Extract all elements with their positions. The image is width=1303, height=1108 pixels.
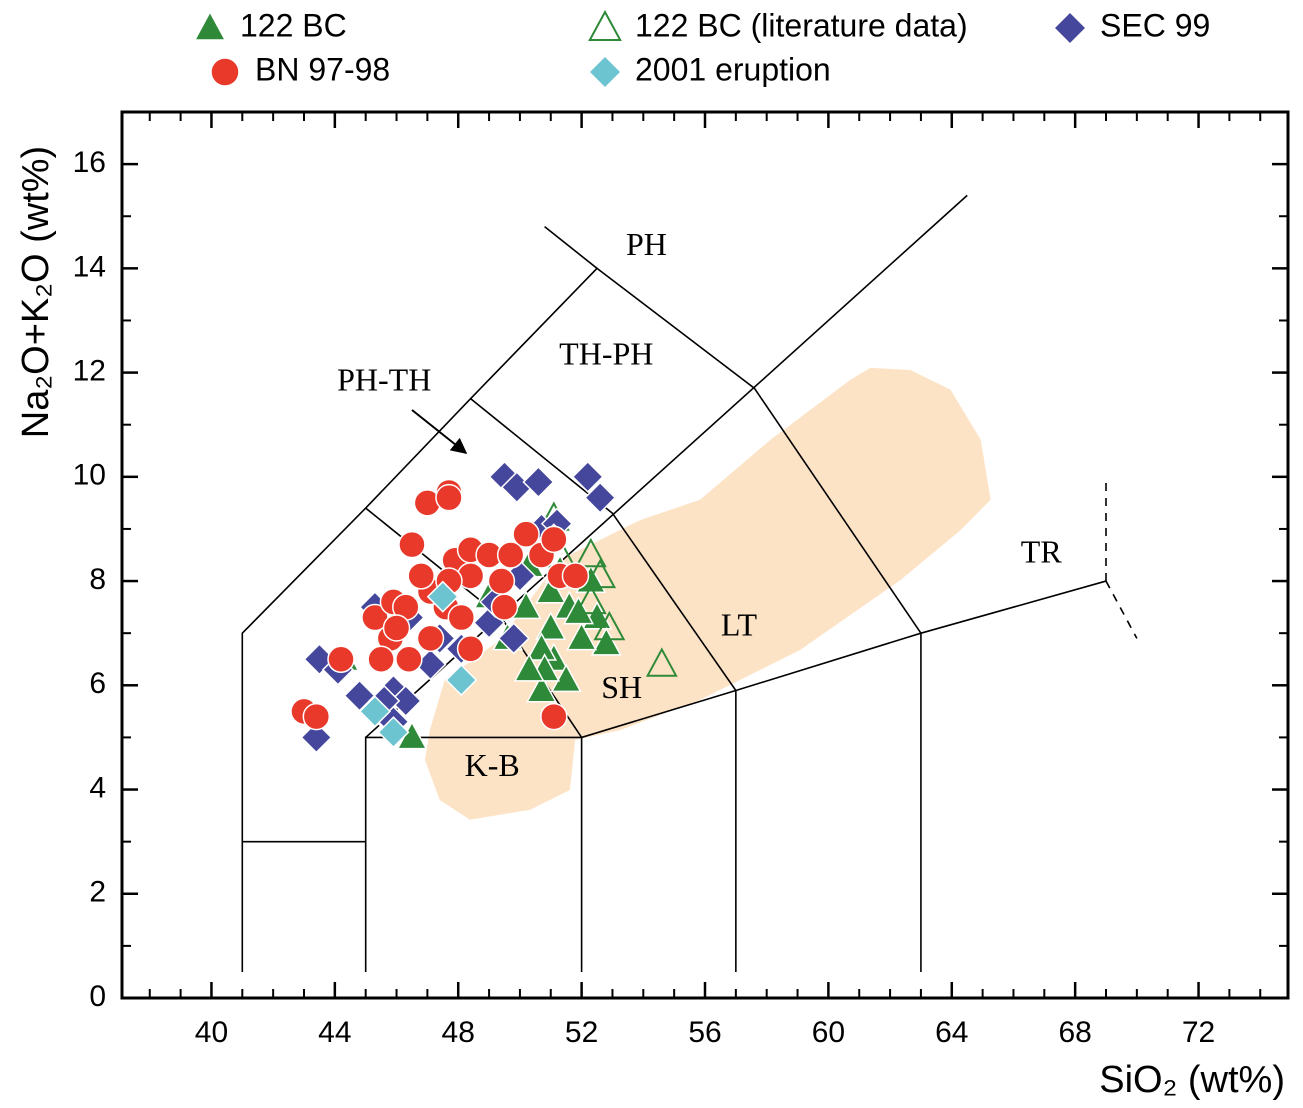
field-boundary [364, 580, 1107, 972]
point [367, 645, 395, 673]
region-layer [424, 367, 991, 820]
field-boundary [1105, 580, 1138, 639]
y-tick-label: 6 [89, 667, 106, 700]
legend-marker [588, 9, 622, 41]
x-tick-label: 72 [1182, 1016, 1215, 1049]
point [327, 645, 355, 673]
field-label: PH [626, 226, 667, 262]
point [513, 653, 545, 682]
point [488, 460, 521, 493]
x-tick-label: 60 [812, 1016, 845, 1049]
y-tick-label: 16 [73, 146, 106, 179]
point [645, 647, 678, 677]
point [395, 645, 423, 673]
field-label: SH [601, 669, 642, 705]
point [540, 525, 568, 554]
legend-label: BN 97-98 [255, 51, 390, 87]
point [445, 664, 478, 697]
legend-label: SEC 99 [1100, 7, 1210, 43]
x-axis-title: SiO₂ (wt%) [1099, 1059, 1285, 1101]
point [456, 635, 485, 663]
field-label: TH-PH [559, 335, 653, 371]
legend-marker [587, 54, 623, 90]
legend-marker [210, 57, 240, 87]
point [382, 614, 411, 642]
y-tick-label: 10 [73, 459, 106, 492]
point [487, 567, 516, 595]
legend-label: 122 BC (literature data) [635, 7, 968, 43]
point [389, 684, 422, 717]
point [571, 460, 604, 493]
y-tick-label: 0 [89, 980, 106, 1013]
point [584, 481, 617, 514]
point [358, 695, 392, 728]
point [416, 624, 445, 653]
x-tick-label: 48 [442, 1016, 475, 1049]
field-boundary [470, 398, 737, 691]
y-tick-label: 8 [89, 563, 106, 596]
point [566, 621, 598, 651]
y-tick-label: 14 [73, 250, 106, 283]
field-label: PH-TH [337, 361, 431, 397]
point [593, 610, 626, 641]
y-tick-label: 2 [89, 876, 106, 909]
field-boundary [241, 226, 599, 972]
point [535, 611, 567, 640]
legend-marker [193, 10, 227, 41]
y-axis-title: Na₂O+K₂O (wt%) [15, 146, 57, 438]
point [490, 593, 519, 621]
x-tick-label: 44 [318, 1016, 351, 1049]
legend-label: 122 BC [240, 7, 347, 43]
y-tick-label: 12 [73, 355, 106, 388]
point [561, 562, 590, 590]
point [496, 541, 525, 569]
point [512, 520, 540, 548]
arrow [411, 409, 468, 454]
point [550, 663, 582, 693]
point [426, 580, 459, 613]
x-tick-label: 68 [1058, 1016, 1091, 1049]
point [540, 702, 568, 731]
field-label: K-B [465, 747, 520, 783]
point [300, 721, 333, 754]
legend: 122 BC 122 BC (literature data) SEC 99 BN 9… [193, 7, 1210, 90]
legend-marker [1052, 10, 1088, 46]
point [407, 562, 435, 590]
field-label: TR [1021, 533, 1063, 569]
point [526, 673, 558, 703]
x-tick-label: 56 [688, 1016, 721, 1049]
y-tick-label: 4 [89, 771, 106, 804]
point-layer [290, 460, 678, 754]
point [584, 558, 617, 589]
x-tick-label: 64 [935, 1016, 968, 1049]
point [574, 537, 607, 568]
point [522, 465, 555, 499]
field-label: LT [721, 606, 758, 642]
point [510, 590, 542, 620]
point [535, 574, 567, 604]
point [447, 603, 476, 632]
point [497, 622, 530, 655]
point [377, 716, 410, 749]
shaded-field [424, 367, 991, 820]
legend-label: 2001 eruption [635, 51, 831, 87]
point [574, 584, 607, 615]
x-tick-label: 40 [195, 1016, 228, 1049]
point [590, 627, 622, 656]
point [435, 483, 463, 512]
x-tick-label: 52 [565, 1016, 598, 1049]
point [398, 530, 426, 559]
point [302, 702, 331, 731]
